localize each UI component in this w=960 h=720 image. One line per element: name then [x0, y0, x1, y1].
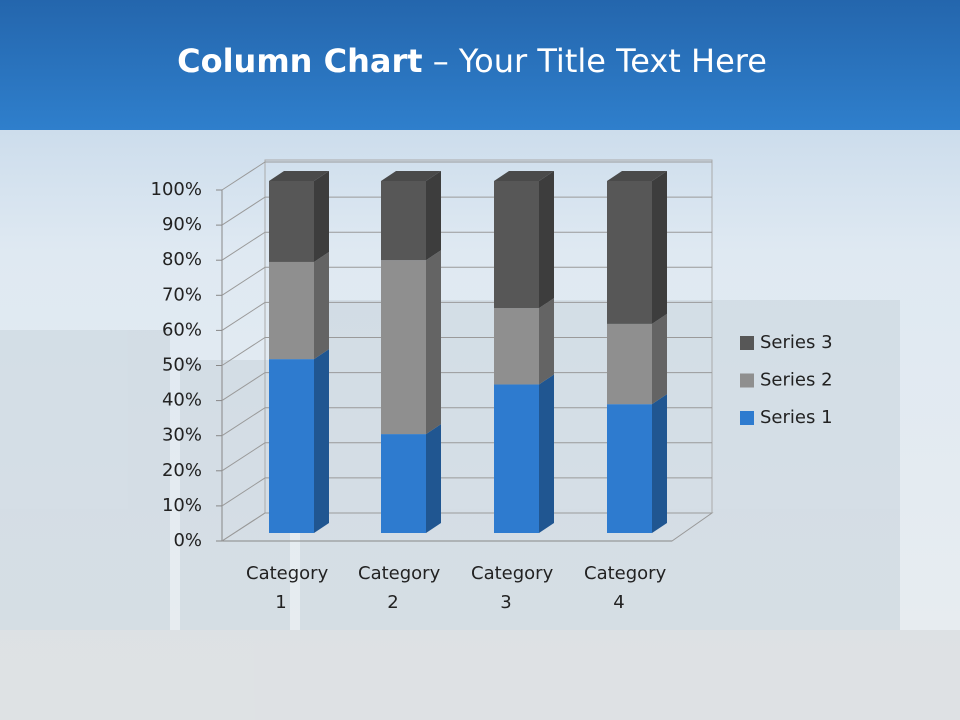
bar	[381, 434, 426, 533]
bar-side	[314, 171, 329, 262]
y-tick-label: 80%	[162, 249, 202, 270]
legend-label: Series 1	[760, 407, 833, 428]
y-tick-label: 50%	[162, 355, 202, 376]
bar-top	[494, 171, 554, 181]
y-tick-label: 90%	[162, 214, 202, 235]
bar-top	[269, 171, 329, 181]
legend-swatch	[740, 373, 754, 388]
y-tick-label: 20%	[162, 460, 202, 481]
legend-label: Series 3	[760, 332, 833, 353]
title-rest: – Your Title Text Here	[433, 42, 767, 80]
grid-line	[221, 231, 712, 261]
bar	[381, 181, 426, 261]
grid-line	[221, 161, 712, 191]
chart-title: Column Chart – Your Title Text Here	[177, 42, 767, 80]
grid-line	[221, 512, 712, 542]
grid-line	[221, 301, 712, 331]
bar	[607, 323, 652, 405]
bar	[494, 384, 539, 533]
bar	[269, 181, 314, 262]
x-tick-label: Category 2	[358, 563, 441, 613]
bar-side	[426, 250, 441, 435]
building-silhouette	[0, 300, 960, 720]
bar-side	[426, 171, 441, 261]
bar	[269, 261, 314, 360]
bar-side	[652, 313, 667, 405]
y-tick-label: 70%	[162, 284, 202, 305]
x-tick-label: Category 1	[246, 563, 329, 613]
y-tick-label: 100%	[151, 179, 202, 200]
bar	[494, 308, 539, 385]
grid-line	[221, 372, 712, 402]
grid-line	[221, 407, 712, 437]
y-tick-label: 30%	[162, 425, 202, 446]
bar	[494, 181, 539, 309]
bar-top	[607, 171, 667, 181]
grid-line	[221, 477, 712, 507]
bar	[381, 260, 426, 435]
bar	[607, 181, 652, 324]
y-tick-label: 40%	[162, 390, 202, 411]
grid-line	[221, 266, 712, 296]
bar	[607, 404, 652, 533]
bar-side	[314, 251, 329, 360]
y-tick-label: 60%	[162, 319, 202, 340]
bar-side	[539, 298, 554, 385]
x-tick-label: Category 3	[471, 563, 554, 613]
x-tick-label: Category 4	[584, 563, 667, 613]
legend-swatch	[740, 411, 754, 425]
y-tick-label: 0%	[173, 530, 202, 551]
y-tick-label: 10%	[162, 495, 202, 516]
title-bold: Column Chart	[177, 42, 422, 80]
bar-side	[314, 349, 329, 533]
bar-side	[652, 394, 667, 533]
bar-top	[381, 171, 441, 181]
header-band	[0, 0, 960, 130]
grid-line	[221, 442, 712, 472]
bar-side	[539, 171, 554, 309]
legend-label: Series 2	[760, 370, 833, 391]
grid-line	[221, 196, 712, 226]
bar-side	[426, 424, 441, 533]
bar	[269, 359, 314, 533]
bar-side	[539, 374, 554, 533]
legend-swatch	[740, 336, 754, 350]
bar-side	[652, 171, 667, 324]
grid-line	[221, 337, 712, 366]
